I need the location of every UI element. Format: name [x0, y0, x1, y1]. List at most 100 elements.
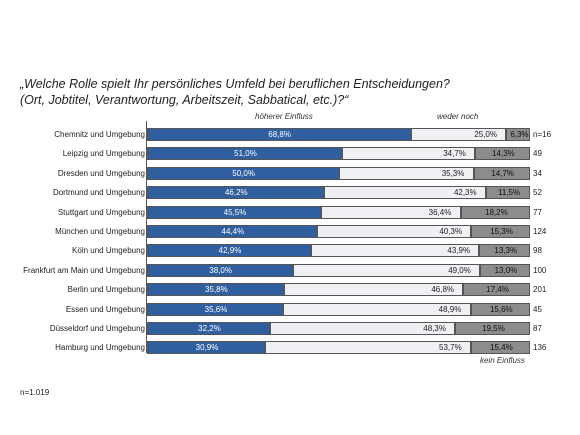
data-label: 15,4%	[490, 343, 513, 353]
sample-size-label: 77	[533, 207, 542, 217]
sample-size-label: 100	[533, 265, 547, 275]
data-label: 46,8%	[431, 285, 455, 295]
bar-segment-neutral: 49,0%	[292, 263, 481, 277]
bar-segment-neutral: 36,4%	[321, 205, 461, 219]
sample-size-label: 124	[533, 227, 547, 236]
data-label: 42,3%	[453, 188, 477, 198]
data-label: 49,0%	[448, 265, 471, 275]
data-label: 17,4%	[486, 285, 509, 295]
bar-segment-no-influence: 14,7%	[473, 166, 530, 180]
bar-segment-no-influence: 15,3%	[471, 225, 530, 238]
data-label: 32,2%	[198, 324, 221, 333]
data-label: 14,3%	[492, 149, 515, 159]
bar-segment-neutral: 40,3%	[317, 225, 472, 238]
data-label: 50,0%	[232, 168, 255, 178]
bar-segment-high-influence: 68,8%	[147, 128, 411, 141]
bar-segment-neutral: 48,9%	[283, 302, 471, 316]
data-label: 25,0%	[474, 130, 497, 139]
category-label: Berlin und Umgebung	[67, 285, 145, 295]
bar-segment-high-influence: 44,4%	[147, 225, 318, 238]
sample-size-label: 136	[533, 343, 547, 353]
legend-no-influence: kein Einfluss	[480, 356, 525, 365]
bar-segment-neutral: 53,7%	[265, 341, 471, 355]
bar-segment-high-influence: 45,5%	[147, 205, 322, 219]
bar-segment-no-influence: 6,3%	[506, 128, 531, 141]
data-label: 13,3%	[494, 246, 518, 256]
data-label: 14,7%	[491, 168, 515, 178]
data-label: 48,3%	[423, 324, 446, 333]
data-label: 13,0%	[494, 265, 518, 275]
data-label: 18,2%	[485, 207, 508, 217]
bar-segment-neutral: 46,8%	[284, 283, 464, 297]
data-label: 15,3%	[490, 227, 513, 236]
category-label: Chemnitz und Umgebung	[54, 130, 145, 139]
bar-segment-high-influence: 50,0%	[147, 166, 339, 180]
data-label: 45,5%	[223, 207, 247, 217]
bar-segment-no-influence: 18,2%	[460, 205, 531, 219]
bar-segment-neutral: 34,7%	[342, 147, 476, 161]
bar-segment-no-influence: 17,4%	[463, 283, 530, 297]
category-label: Dresden und Umgebung	[57, 168, 145, 178]
sample-size-label: 52	[533, 188, 542, 198]
sample-size-label: 45	[533, 304, 542, 314]
category-label: Köln und Umgebung	[72, 246, 145, 256]
data-label: 6,3%	[510, 130, 529, 139]
bar-segment-no-influence: 14,3%	[475, 147, 530, 161]
sample-size-label: 34	[533, 168, 542, 178]
data-label: 48,9%	[438, 304, 462, 314]
category-axis-line	[146, 121, 147, 353]
sample-size-label: 49	[533, 149, 542, 159]
footer-sample-size: n=1.019	[20, 388, 50, 397]
sample-size-label: 87	[533, 324, 542, 333]
bar-segment-no-influence: 19,5%	[455, 322, 530, 335]
sample-size-label: 98	[533, 246, 542, 256]
bar-segment-high-influence: 35,6%	[147, 302, 284, 316]
bar-segment-neutral: 35,3%	[338, 166, 474, 180]
bar-segment-no-influence: 13,3%	[479, 244, 531, 258]
data-label: 30,9%	[195, 343, 219, 353]
data-label: 34,7%	[443, 149, 466, 159]
bar-segment-neutral: 42,3%	[323, 186, 486, 200]
data-label: 11,5%	[497, 188, 521, 198]
category-label: Leipzig und Umgebung	[62, 149, 145, 159]
category-label: Stuttgart und Umgebung	[57, 207, 145, 217]
bar-segment-high-influence: 30,9%	[147, 341, 266, 355]
bar-segment-high-influence: 38,0%	[147, 263, 293, 277]
data-label: 15,6%	[489, 304, 513, 314]
category-label: Essen und Umgebung	[65, 304, 145, 314]
category-label: Dortmund und Umgebung	[52, 188, 145, 198]
bar-segment-high-influence: 42,9%	[147, 244, 312, 258]
bar-segment-neutral: 48,3%	[270, 322, 456, 335]
bar-segment-no-influence: 15,6%	[470, 302, 531, 316]
legend-high-influence: höherer Einfluss	[255, 112, 313, 121]
bar-segment-high-influence: 32,2%	[147, 322, 271, 335]
data-label: 46,2%	[224, 188, 248, 198]
sample-size-label: n=16	[533, 130, 552, 139]
bar-segment-neutral: 25,0%	[410, 128, 507, 141]
bar-segment-high-influence: 46,2%	[147, 186, 324, 200]
category-label: München und Umgebung	[55, 227, 145, 236]
category-label: Düsseldorf und Umgebung	[49, 324, 145, 333]
data-label: 43,9%	[447, 246, 471, 256]
data-label: 35,3%	[441, 168, 465, 178]
data-label: 35,6%	[204, 304, 228, 314]
bar-segment-high-influence: 51,0%	[147, 147, 343, 161]
bar-segment-no-influence: 15,4%	[471, 341, 530, 355]
legend-neutral: weder noch	[437, 112, 479, 121]
chart-title-line-1: „Welche Rolle spielt Ihr persönliches Um…	[20, 77, 450, 91]
chart-title: „Welche Rolle spielt Ihr persönliches Um…	[20, 76, 450, 108]
data-label: 40,3%	[439, 227, 463, 236]
data-label: 51,0%	[234, 149, 257, 159]
data-label: 44,4%	[221, 227, 245, 236]
data-label: 38,0%	[209, 265, 232, 275]
data-label: 68,8%	[268, 130, 291, 139]
bar-segment-neutral: 43,9%	[311, 244, 480, 258]
bar-segment-no-influence: 13,0%	[480, 263, 530, 277]
sample-size-label: 201	[533, 285, 547, 295]
data-label: 42,9%	[218, 246, 242, 256]
category-label: Hamburg und Umgebung	[55, 343, 145, 353]
data-label: 35,8%	[205, 285, 228, 295]
data-label: 36,4%	[428, 207, 452, 217]
data-label: 19,5%	[482, 324, 505, 333]
bar-segment-no-influence: 11,5%	[485, 186, 530, 200]
